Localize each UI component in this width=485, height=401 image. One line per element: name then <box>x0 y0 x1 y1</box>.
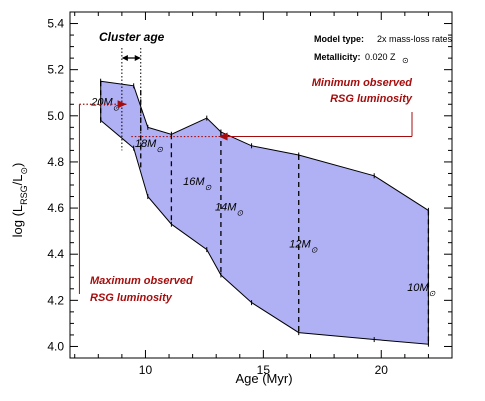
min-observed-label-line2: RSG luminosity <box>330 93 413 105</box>
metallicity-label: Metallicity: <box>314 52 361 62</box>
plot-layer <box>100 78 429 347</box>
max-observed-label-line1: Maximum observed <box>90 275 193 287</box>
mass-track-label: 16M⊙ <box>183 176 211 192</box>
y-tick-label: 4.8 <box>47 155 64 169</box>
model-type-label: Model type: <box>314 34 364 44</box>
mass-track-label: 10M⊙ <box>407 282 435 298</box>
y-tick-label: 4.4 <box>47 247 64 261</box>
mass-track-label: 12M⊙ <box>289 238 317 254</box>
x-tick-label: 20 <box>375 363 389 377</box>
cluster-age-arrowhead-right <box>134 55 141 61</box>
y-tick-label: 5.2 <box>47 63 64 77</box>
y-tick-label: 5.4 <box>47 17 64 31</box>
annotation-layer <box>78 48 413 294</box>
min-observed-arrowhead <box>218 132 228 141</box>
mass-track-label: 18M⊙ <box>135 138 163 154</box>
y-tick-label: 4.6 <box>47 201 64 215</box>
y-tick-label: 4.0 <box>47 339 64 353</box>
sun-symbol-subscript: ⊙ <box>402 56 409 65</box>
model-type-value: 2x mass-loss rates <box>377 34 453 44</box>
x-tick-label: 15 <box>257 363 271 377</box>
model-info: Model type: 2x mass-loss rates Metallici… <box>314 34 453 65</box>
max-observed-label-line2: RSG luminosity <box>90 292 173 304</box>
min-observed-label-line1: Minimum observed <box>312 77 413 89</box>
y-axis-title: log (LRSG/L⊙) <box>10 163 29 238</box>
x-tick-label: 10 <box>139 363 153 377</box>
luminosity-region <box>100 80 429 345</box>
cluster-age-label: Cluster age <box>99 30 165 44</box>
metallicity-value: 0.020 Z <box>365 52 396 62</box>
y-tick-label: 5.0 <box>47 109 64 123</box>
mass-track-label: 14M⊙ <box>215 201 243 217</box>
y-tick-label: 4.2 <box>47 293 64 307</box>
max-observed-arrowhead <box>117 100 127 109</box>
x-axis-title: Age (Myr) <box>235 371 292 386</box>
cluster-age-arrowhead-left <box>121 55 128 61</box>
axes-layer: 4.0 4.2 4.4 4.6 4.8 5.0 5.2 5.4 10 15 20 <box>47 11 453 377</box>
